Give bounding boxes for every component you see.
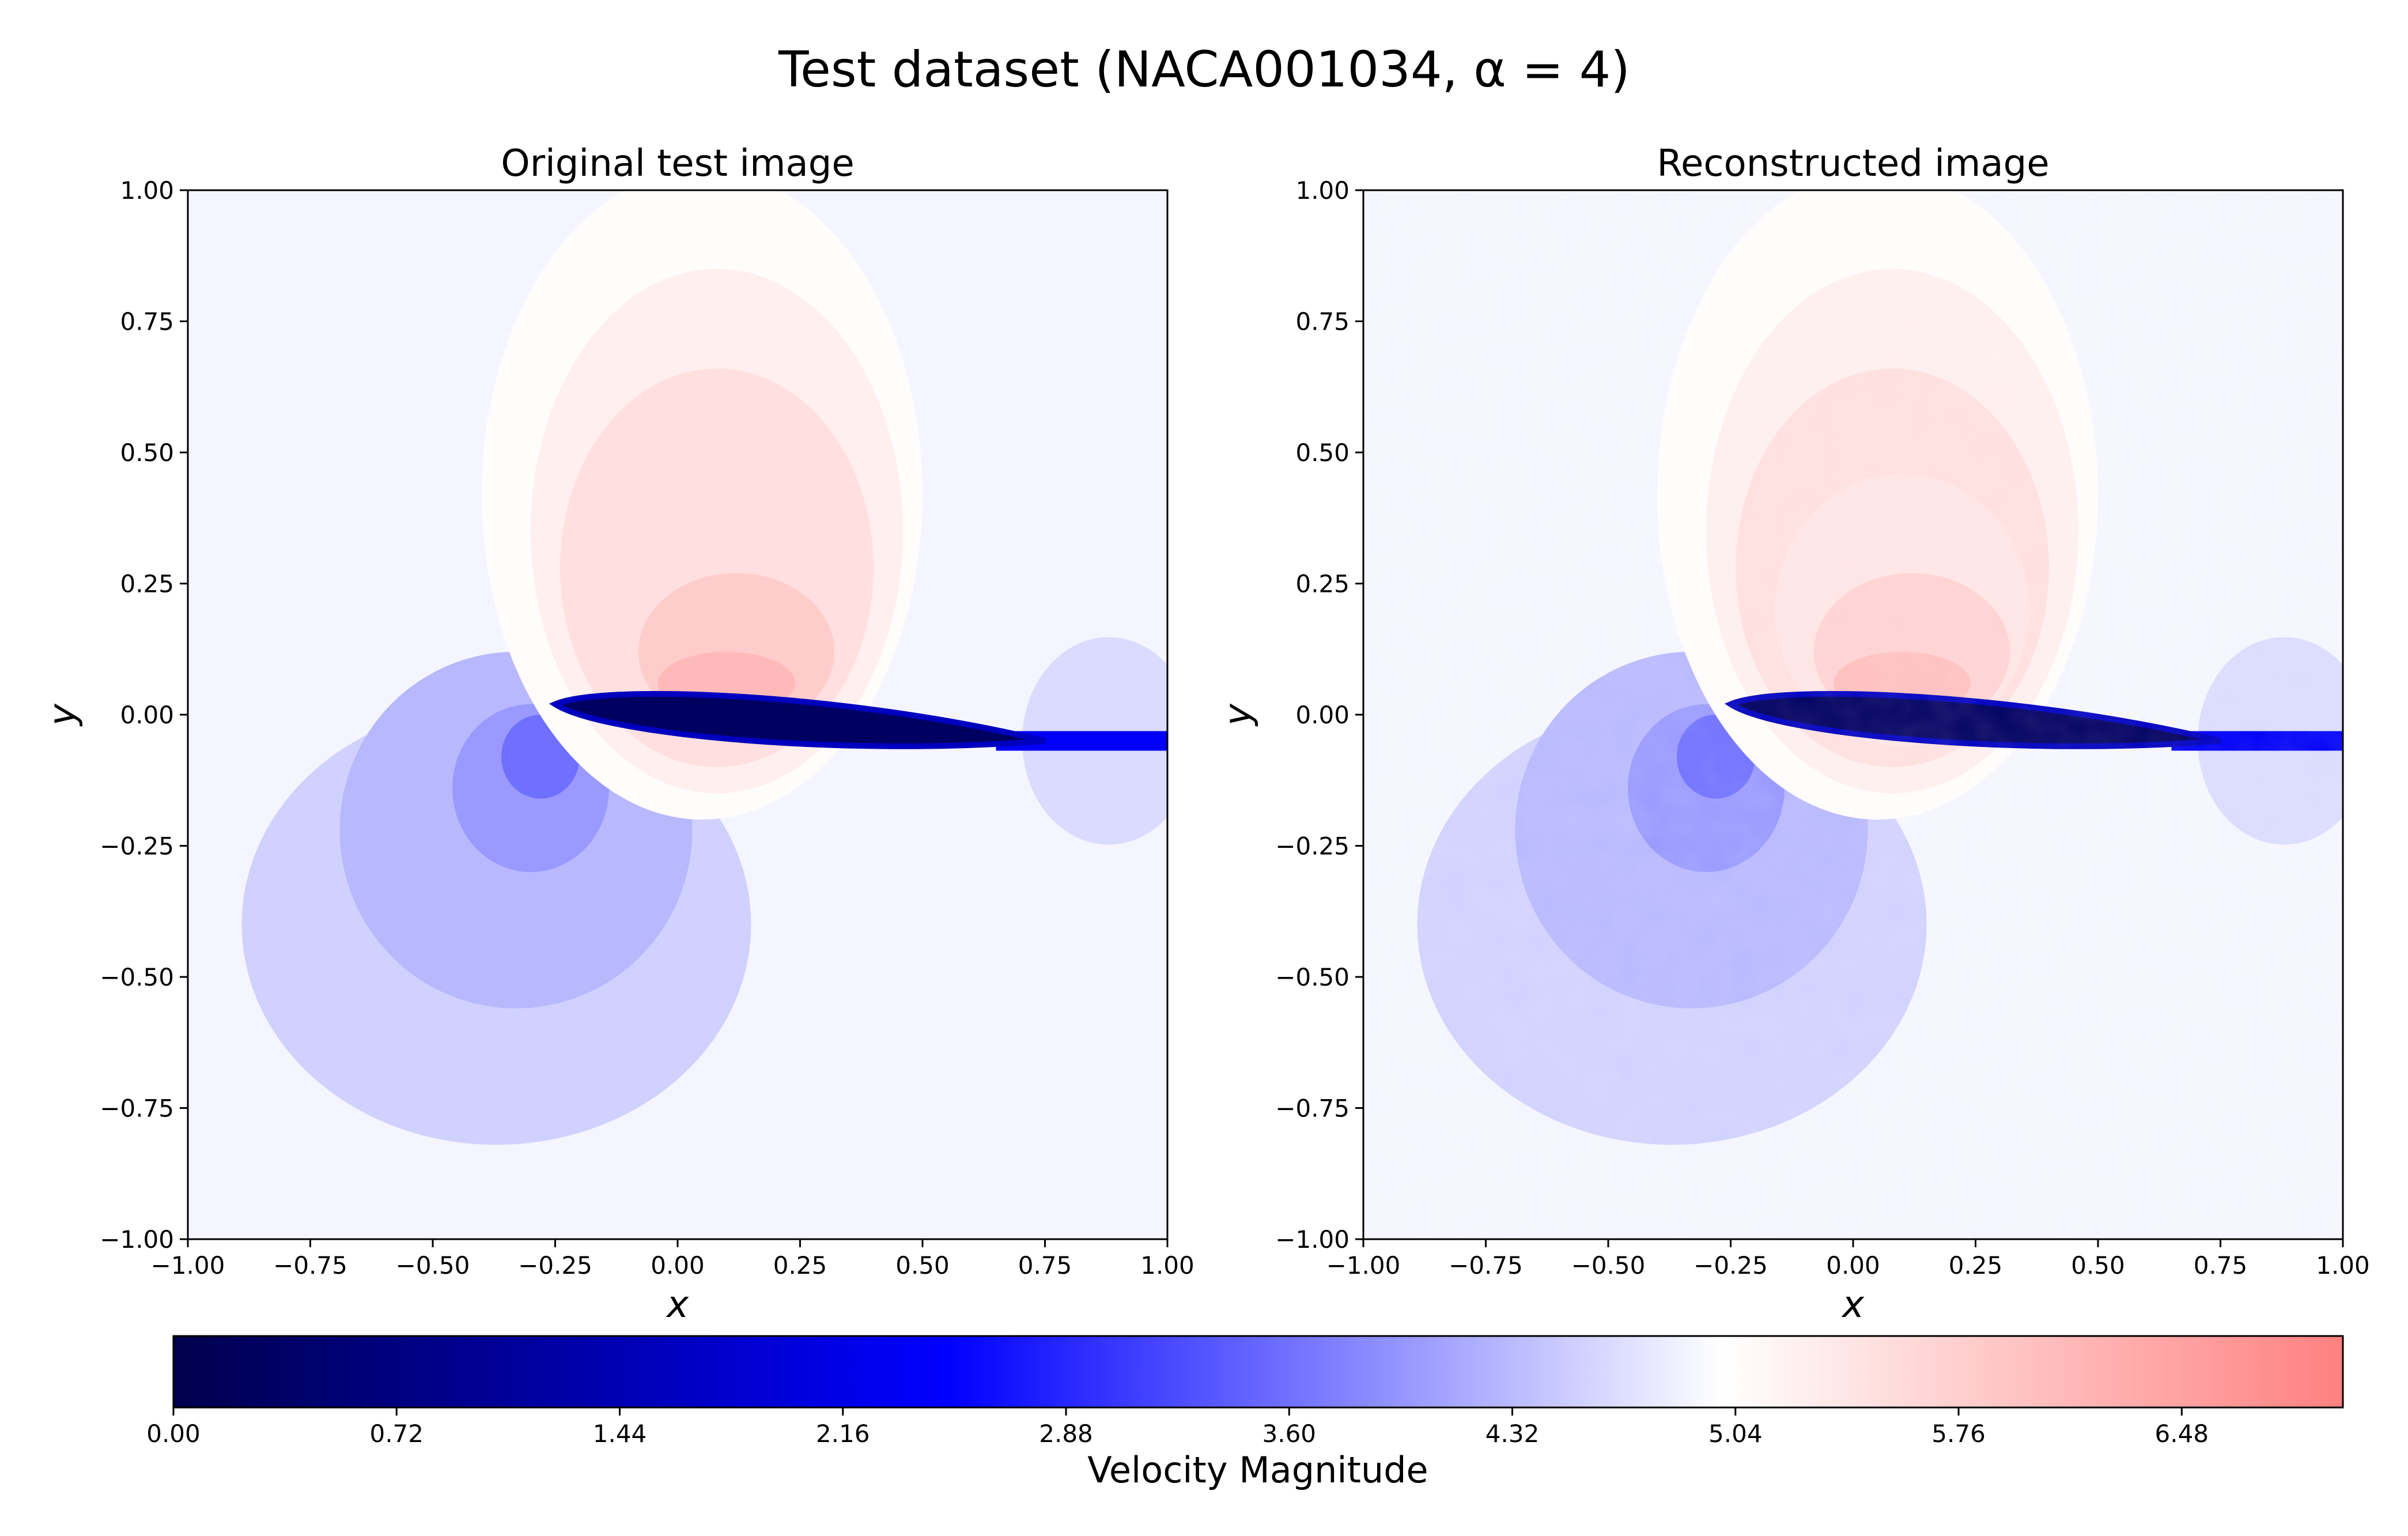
colorbar-tick-label: 4.32 [1485,1420,1540,1448]
y-tick-label: 0.25 [1295,570,1349,598]
x-axis-label: x [1841,1284,1865,1326]
heatmap-field [188,190,1167,1239]
y-tick-label: 0.50 [120,439,174,467]
x-tick-label: −1.00 [151,1251,225,1280]
x-tick-label: −0.50 [396,1251,470,1280]
y-tick-label: −0.25 [100,832,174,861]
y-tick-label: 0.50 [1295,439,1349,467]
colorbar-tick-label: 2.16 [816,1420,870,1448]
colorbar-tick-label: 1.44 [593,1420,647,1448]
y-tick-label: −1.00 [100,1225,174,1254]
reconstruction-noise [1363,190,2343,1239]
y-tick-label: −0.50 [1275,963,1349,991]
y-axis-label: y [1217,703,1260,727]
heatmap-field [1363,190,2343,1239]
colorbar: 0.00 0.72 1.44 2.16 2.88 3.60 4.32 5.04 5.76 6.48… [146,1335,2344,1491]
x-tick-label: −1.00 [1326,1251,1401,1280]
x-tick-label: −0.25 [1693,1251,1768,1280]
y-tick-label: 0.75 [120,308,174,336]
x-tick-label: 0.00 [1826,1251,1880,1280]
colorbar-gradient [172,1335,2344,1409]
y-tick-label: −0.75 [1275,1095,1349,1123]
x-axis-label: x [666,1284,689,1326]
figure-title: Test dataset (NACA001034, α = 4) [778,41,1630,99]
x-tick-label: 0.75 [2194,1251,2248,1280]
x-axis: −1.00 −0.75 −0.50 −0.25 0.00 0.25 0.50 0.75 1.00 [1326,1239,2370,1280]
x-tick-label: 0.50 [895,1251,950,1280]
colorbar-tick-label: 2.88 [1039,1420,1093,1448]
colorbar-tick-label: 5.76 [1931,1420,1986,1448]
y-axis: −1.00 −0.75 −0.50 −0.25 0.00 0.25 0.50 0.75 1.00 [100,176,188,1254]
colorbar-label: Velocity Magnitude [1087,1449,1428,1491]
y-tick-label: 1.00 [1295,176,1349,205]
x-tick-label: 0.75 [1018,1251,1072,1280]
x-tick-label: −0.75 [1449,1251,1523,1280]
x-axis: −1.00 −0.75 −0.50 −0.25 0.00 0.25 0.50 0.75 1.00 [151,1239,1194,1280]
x-tick-label: 0.00 [651,1251,705,1280]
colorbar-tick-label: 6.48 [2155,1420,2209,1448]
colorbar-tick-label: 3.60 [1262,1420,1317,1448]
x-tick-label: −0.50 [1571,1251,1646,1280]
y-tick-label: −1.00 [1275,1225,1349,1254]
airfoil [549,690,1046,749]
panel-title: Reconstructed image [1657,142,2049,185]
y-axis: −1.00 −0.75 −0.50 −0.25 0.00 0.25 0.50 0.75 1.00 [1275,176,1363,1254]
x-tick-label: 1.00 [1140,1251,1194,1280]
panel-title: Original test image [501,142,854,185]
x-tick-label: −0.75 [273,1251,347,1280]
y-tick-label: −0.25 [1275,832,1349,861]
x-tick-label: 0.25 [1949,1251,2003,1280]
x-tick-label: 0.50 [2071,1251,2125,1280]
y-tick-label: 1.00 [120,176,174,205]
colorbar-tick-label: 5.04 [1708,1420,1763,1448]
panel-reconstructed: Reconstructed image −1.00 −0.75 −0.50 −0.25… [1217,142,2370,1326]
y-tick-label: 0.00 [1295,701,1349,729]
colorbar-ticks: 0.00 0.72 1.44 2.16 2.88 3.60 4.32 5.04 5.76 6.48 [146,1407,2209,1448]
y-tick-label: 0.00 [120,701,174,729]
y-tick-label: 0.75 [1295,308,1349,336]
y-tick-label: −0.75 [100,1095,174,1123]
colorbar-tick-label: 0.00 [146,1420,201,1448]
colorbar-tick-label: 0.72 [369,1420,424,1448]
panel-original: Original test image −1.00 −0.75 −0.50 −0.25… [41,142,1194,1326]
y-tick-label: 0.25 [120,570,174,598]
x-tick-label: −0.25 [518,1251,592,1280]
y-axis-label: y [41,703,84,727]
x-tick-label: 0.25 [773,1251,827,1280]
y-tick-label: −0.50 [100,963,174,991]
x-tick-label: 1.00 [2316,1251,2370,1280]
